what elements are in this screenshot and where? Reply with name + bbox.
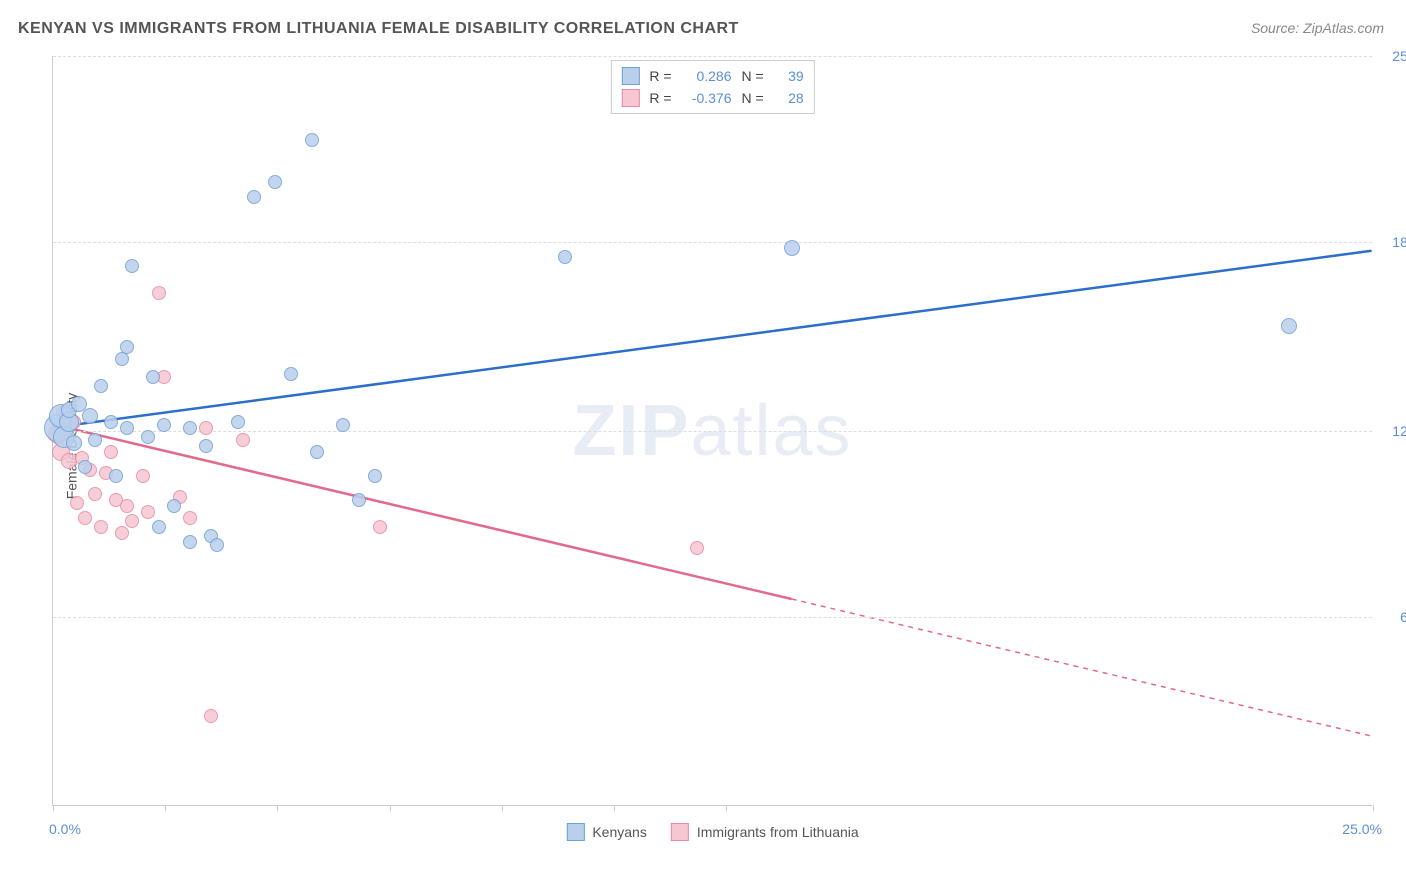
x-tick — [1373, 805, 1374, 811]
x-tick — [726, 805, 727, 811]
legend-stats-row: R = 0.286 N = 39 — [621, 65, 803, 87]
scatter-point — [199, 439, 213, 453]
scatter-point — [336, 418, 350, 432]
y-tick-label: 12.5% — [1392, 423, 1406, 439]
scatter-point — [120, 499, 134, 513]
scatter-point — [120, 421, 134, 435]
y-tick-label: 6.3% — [1400, 609, 1406, 625]
scatter-point — [690, 541, 704, 555]
legend-series: Kenyans Immigrants from Lithuania — [566, 823, 858, 841]
scatter-point — [204, 709, 218, 723]
legend-r-label: R = — [649, 90, 671, 106]
legend-stats: R = 0.286 N = 39 R = -0.376 N = 28 — [610, 60, 814, 114]
trend-line — [53, 425, 791, 599]
scatter-point — [152, 286, 166, 300]
legend-n-label: N = — [742, 68, 764, 84]
legend-stats-row: R = -0.376 N = 28 — [621, 87, 803, 109]
grid-line — [53, 56, 1372, 57]
scatter-point — [78, 511, 92, 525]
scatter-point — [284, 367, 298, 381]
x-tick — [502, 805, 503, 811]
scatter-point — [167, 499, 181, 513]
legend-swatch-kenyans — [566, 823, 584, 841]
grid-line — [53, 242, 1372, 243]
scatter-point — [1281, 318, 1297, 334]
scatter-point — [66, 435, 82, 451]
legend-label-kenyans: Kenyans — [592, 824, 646, 840]
scatter-point — [104, 445, 118, 459]
scatter-point — [268, 175, 282, 189]
scatter-point — [236, 433, 250, 447]
scatter-point — [88, 433, 102, 447]
legend-item-kenyans: Kenyans — [566, 823, 646, 841]
x-tick — [614, 805, 615, 811]
scatter-point — [157, 418, 171, 432]
legend-n-label: N = — [742, 90, 764, 106]
x-min-label: 0.0% — [49, 821, 81, 837]
scatter-point — [78, 460, 92, 474]
scatter-point — [368, 469, 382, 483]
scatter-point — [183, 421, 197, 435]
scatter-point — [305, 133, 319, 147]
scatter-point — [109, 469, 123, 483]
scatter-point — [231, 415, 245, 429]
chart-source: Source: ZipAtlas.com — [1251, 20, 1384, 36]
trend-line — [53, 251, 1371, 428]
scatter-point — [247, 190, 261, 204]
scatter-point — [152, 520, 166, 534]
trend-line-extrapolated — [792, 599, 1372, 736]
scatter-point — [141, 505, 155, 519]
scatter-point — [183, 535, 197, 549]
scatter-point — [373, 520, 387, 534]
legend-swatch-kenyans — [621, 67, 639, 85]
scatter-point — [558, 250, 572, 264]
legend-label-lithuania: Immigrants from Lithuania — [697, 824, 859, 840]
y-tick-label: 18.8% — [1392, 234, 1406, 250]
scatter-point — [310, 445, 324, 459]
legend-item-lithuania: Immigrants from Lithuania — [671, 823, 859, 841]
legend-r-label: R = — [649, 68, 671, 84]
scatter-point — [141, 430, 155, 444]
scatter-point — [136, 469, 150, 483]
x-tick — [277, 805, 278, 811]
y-tick-label: 25.0% — [1392, 48, 1406, 64]
scatter-point — [125, 259, 139, 273]
scatter-point — [146, 370, 160, 384]
scatter-point — [115, 352, 129, 366]
legend-n-value-kenyans: 39 — [774, 68, 804, 84]
scatter-point — [70, 496, 84, 510]
scatter-point — [104, 415, 118, 429]
scatter-point — [120, 340, 134, 354]
legend-r-value-lithuania: -0.376 — [682, 90, 732, 106]
grid-line — [53, 431, 1372, 432]
legend-swatch-lithuania — [671, 823, 689, 841]
scatter-point — [210, 538, 224, 552]
scatter-point — [352, 493, 366, 507]
plot-area: ZIPatlas R = 0.286 N = 39 R = -0.376 N =… — [52, 56, 1372, 806]
scatter-point — [88, 487, 102, 501]
chart-container: KENYAN VS IMMIGRANTS FROM LITHUANIA FEMA… — [0, 0, 1406, 892]
x-tick — [390, 805, 391, 811]
legend-n-value-lithuania: 28 — [774, 90, 804, 106]
scatter-point — [82, 408, 98, 424]
scatter-point — [94, 520, 108, 534]
scatter-point — [784, 240, 800, 256]
grid-line — [53, 617, 1372, 618]
x-tick — [165, 805, 166, 811]
scatter-point — [199, 421, 213, 435]
x-tick — [53, 805, 54, 811]
legend-swatch-lithuania — [621, 89, 639, 107]
scatter-point — [94, 379, 108, 393]
legend-r-value-kenyans: 0.286 — [682, 68, 732, 84]
scatter-point — [125, 514, 139, 528]
chart-title: KENYAN VS IMMIGRANTS FROM LITHUANIA FEMA… — [18, 20, 739, 38]
x-max-label: 25.0% — [1342, 821, 1382, 837]
scatter-point — [183, 511, 197, 525]
scatter-point — [115, 526, 129, 540]
